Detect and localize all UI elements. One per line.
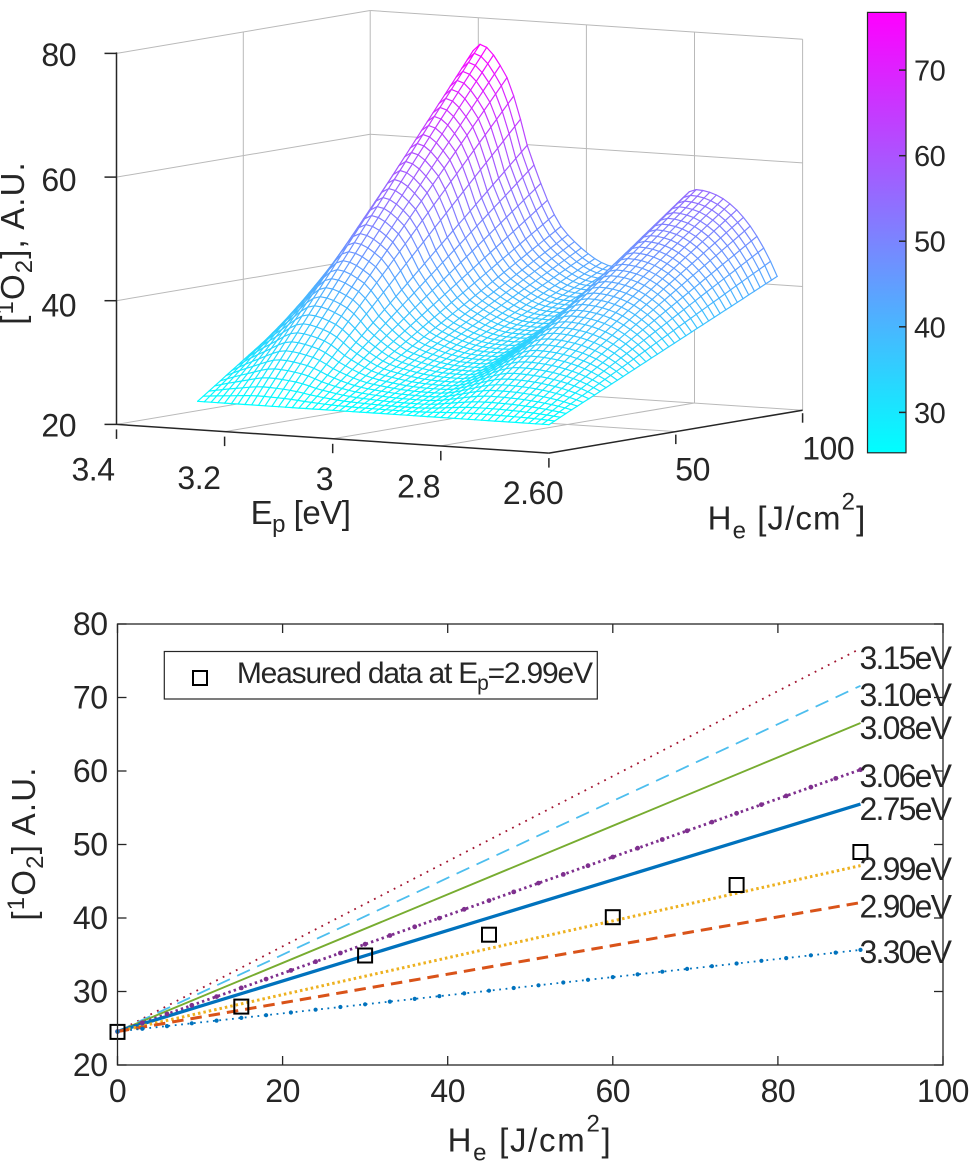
svg-text:80: 80 — [73, 606, 108, 642]
svg-text:70: 70 — [73, 680, 108, 716]
svg-text:80: 80 — [41, 37, 76, 73]
svg-text:60: 60 — [41, 162, 76, 198]
svg-text:3.2: 3.2 — [177, 460, 220, 496]
svg-text:2.75eV: 2.75eV — [860, 791, 953, 827]
svg-text:30: 30 — [73, 974, 108, 1010]
svg-text:[1O2] A.U.: [1O2] A.U. — [3, 766, 49, 920]
svg-text:80: 80 — [761, 1073, 796, 1109]
svg-text:2.8: 2.8 — [397, 469, 440, 505]
svg-text:40: 40 — [914, 312, 945, 344]
svg-text:He [J/cm2]: He [J/cm2] — [708, 489, 867, 545]
svg-text:2.99eV: 2.99eV — [860, 851, 953, 887]
svg-text:60: 60 — [73, 753, 108, 789]
svg-text:3: 3 — [316, 461, 333, 497]
svg-text:3.30eV: 3.30eV — [860, 934, 953, 970]
svg-text:3.10eV: 3.10eV — [860, 677, 953, 713]
svg-text:20: 20 — [265, 1073, 300, 1109]
svg-text:3.08eV: 3.08eV — [860, 710, 953, 746]
svg-text:He [J/cm2]: He [J/cm2] — [448, 1110, 613, 1166]
svg-text:50: 50 — [675, 451, 710, 487]
svg-text:[1O2], A.U.: [1O2], A.U. — [0, 161, 38, 325]
svg-text:Measured data at Ep=2.99eV: Measured data at Ep=2.99eV — [237, 657, 593, 695]
svg-text:100: 100 — [802, 430, 854, 466]
svg-text:3.06eV: 3.06eV — [860, 758, 953, 794]
svg-text:2.90eV: 2.90eV — [860, 888, 953, 924]
svg-text:40: 40 — [430, 1073, 465, 1109]
svg-text:3.15eV: 3.15eV — [860, 640, 953, 676]
svg-text:60: 60 — [914, 141, 945, 173]
svg-text:70: 70 — [914, 56, 945, 88]
svg-text:60: 60 — [596, 1073, 631, 1109]
svg-text:40: 40 — [73, 900, 108, 936]
svg-text:Ep [eV]: Ep [eV] — [251, 494, 351, 538]
svg-text:50: 50 — [914, 227, 945, 259]
svg-text:100: 100 — [917, 1073, 969, 1109]
svg-text:2.60: 2.60 — [503, 475, 563, 511]
svg-text:40: 40 — [41, 288, 76, 324]
svg-text:20: 20 — [41, 408, 76, 444]
svg-text:50: 50 — [73, 827, 108, 863]
svg-text:0: 0 — [109, 1073, 126, 1109]
svg-text:20: 20 — [73, 1047, 108, 1083]
svg-text:30: 30 — [914, 398, 945, 430]
svg-text:3.4: 3.4 — [72, 452, 115, 488]
